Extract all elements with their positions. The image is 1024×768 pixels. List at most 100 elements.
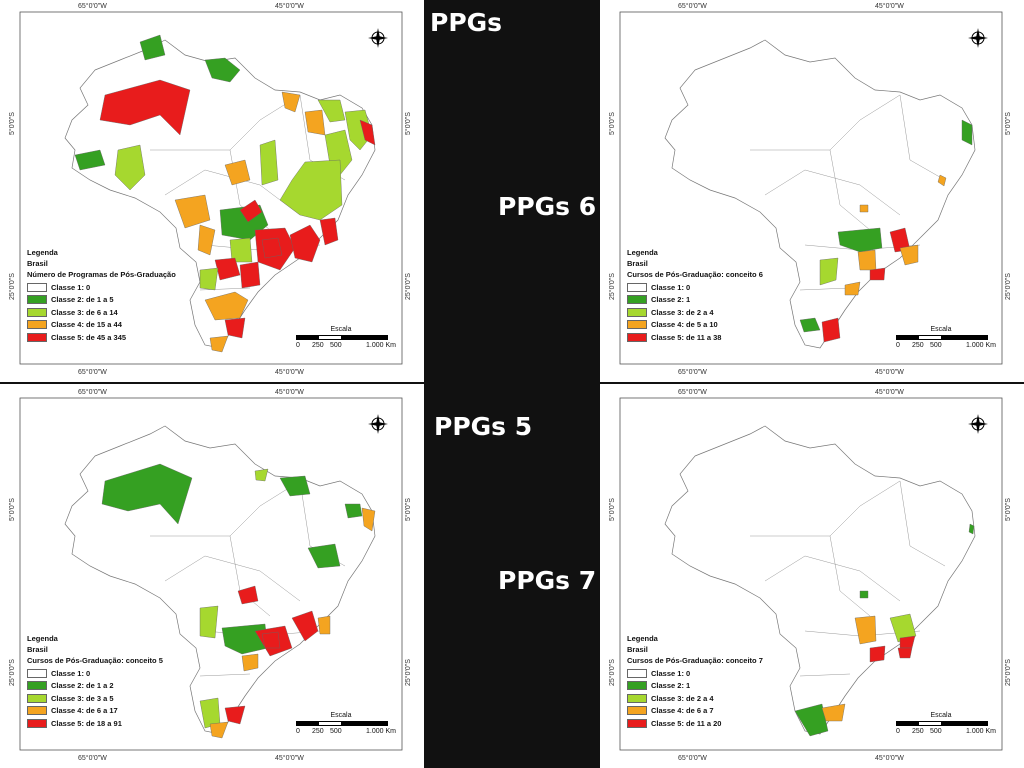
legend-swatch — [27, 307, 47, 317]
legend-class-row: Classe 3: de 3 a 5 — [27, 692, 163, 705]
lat-tick-left-25s: 25°0'0"S — [9, 273, 16, 300]
mesoregion-border — [750, 480, 901, 537]
map-legend: Legenda Brasil Cursos de Pós-Graduação: co… — [627, 634, 763, 730]
legend-class-row: Classe 3: de 2 a 4 — [627, 692, 763, 705]
mesoregion-class-2 — [279, 475, 311, 497]
lon-tick-top-45w: 45°0'0"W — [275, 389, 304, 396]
legend-swatch — [627, 295, 647, 305]
legend-class-row: Classe 1: 0 — [27, 281, 176, 294]
legend-swatch — [27, 693, 47, 703]
mesoregion-border — [164, 555, 301, 602]
legend-class-row: Classe 5: de 11 a 38 — [627, 331, 763, 344]
legend-class-row: Classe 5: de 11 a 20 — [627, 717, 763, 730]
mesoregion-class-5 — [897, 647, 913, 659]
scale-tick: 0 — [896, 342, 900, 349]
legend-subtitle: Brasil — [627, 259, 648, 268]
mesoregion-class-2 — [307, 543, 341, 569]
legend-variable: Cursos de Pós-Graduação: conceito 5 — [27, 656, 163, 665]
map-legend: Legenda Brasil Número de Programas de Pós-… — [27, 248, 176, 344]
legend-class-label: Classe 5: de 11 a 38 — [651, 332, 722, 342]
map-frame — [619, 11, 1003, 365]
legend-subtitle: Brasil — [27, 645, 48, 654]
mesoregion-class-2 — [968, 523, 975, 535]
map-legend: Legenda Brasil Cursos de Pós-Graduação: co… — [627, 248, 763, 344]
legend-class-row: Classe 4: de 15 a 44 — [27, 319, 176, 332]
legend-title: Legenda — [627, 248, 658, 257]
heading-ppgs: PPGs — [430, 8, 503, 37]
mesoregion-class-4 — [204, 291, 249, 321]
legend-class-label: Classe 4: de 15 a 44 — [51, 320, 122, 330]
mesoregion-class-2 — [961, 119, 973, 146]
legend-variable: Cursos de Pós-Graduação: conceito 6 — [627, 270, 763, 279]
mesoregion-class-5 — [291, 610, 319, 642]
mesoregion-border — [150, 480, 301, 537]
legend-class-row: Classe 1: 0 — [627, 667, 763, 680]
map-panel-ppgs7: 65°0'0"W 45°0'0"W 65°0'0"W 45°0'0"W 5°0'0"S 2… — [600, 386, 1024, 768]
scale-bar-graphic — [296, 721, 388, 726]
legend-swatch — [627, 718, 647, 728]
map-frame — [19, 397, 403, 751]
legend-class-label: Classe 1: 0 — [51, 668, 91, 678]
legend-swatch — [27, 718, 47, 728]
legend-title: Legenda — [27, 634, 58, 643]
legend-swatch — [627, 681, 647, 691]
legend-swatch — [627, 282, 647, 292]
lon-tick-bottom-65w: 65°0'0"W — [678, 755, 707, 762]
lon-tick-bottom-65w: 65°0'0"W — [78, 369, 107, 376]
lat-tick-right-5s: 5°0'0"S — [405, 498, 412, 521]
mesoregion-class-5 — [261, 631, 281, 649]
mesoregion-class-4 — [821, 703, 846, 722]
mesoregion-class-3 — [254, 468, 269, 482]
mesoregion-class-4 — [844, 281, 861, 296]
mesoregion-class-5 — [239, 199, 263, 223]
scale-tick: 0 — [896, 728, 900, 735]
legend-swatch — [27, 681, 47, 691]
mesoregion-class-2 — [794, 703, 829, 737]
mesoregion-class-5 — [261, 237, 283, 259]
scale-tick: 0 — [296, 728, 300, 735]
mesoregion-class-2 — [139, 34, 166, 61]
lat-tick-right-5s: 5°0'0"S — [1005, 112, 1012, 135]
mesoregion-class-3 — [279, 159, 343, 221]
mesoregion-class-3 — [317, 99, 346, 123]
lat-tick-right-5s: 5°0'0"S — [405, 112, 412, 135]
map-panel-ppgs6: 65°0'0"W 45°0'0"W 65°0'0"W 45°0'0"W 5°0'0"S 2… — [600, 0, 1024, 382]
legend-class-label: Classe 1: 0 — [651, 282, 691, 292]
lon-tick-bottom-45w: 45°0'0"W — [875, 369, 904, 376]
lon-tick-top-65w: 65°0'0"W — [78, 3, 107, 10]
mesoregion-class-3 — [229, 237, 253, 263]
lat-tick-right-25s: 25°0'0"S — [405, 273, 412, 300]
legend-swatch — [27, 295, 47, 305]
mesoregion-class-3 — [819, 257, 839, 286]
mesoregion-class-2 — [101, 463, 193, 525]
lon-tick-top-45w: 45°0'0"W — [275, 3, 304, 10]
scale-tick: 250 — [912, 728, 924, 735]
scale-bar-graphic — [896, 335, 988, 340]
legend-title: Legenda — [27, 248, 58, 257]
compass-rose-icon — [366, 26, 390, 50]
scale-tick: 500 — [930, 342, 942, 349]
legend-class-row: Classe 2: de 1 a 2 — [27, 680, 163, 693]
compass-rose-icon — [966, 412, 990, 436]
scale-tick: 250 — [312, 342, 324, 349]
mesoregion-border — [799, 673, 851, 677]
legend-subtitle: Brasil — [627, 645, 648, 654]
legend-class-label: Classe 4: de 6 a 7 — [651, 706, 714, 716]
lon-tick-top-65w: 65°0'0"W — [78, 389, 107, 396]
compass-rose-icon — [966, 26, 990, 50]
legend-class-row: Classe 4: de 6 a 17 — [27, 705, 163, 718]
legend-class-row: Classe 1: 0 — [627, 281, 763, 294]
mesoregion-border — [829, 149, 871, 231]
legend-class-row: Classe 2: 1 — [627, 294, 763, 307]
compass-rose-icon — [366, 412, 390, 436]
lon-tick-top-65w: 65°0'0"W — [678, 389, 707, 396]
scale-tick: 1.000 Km — [966, 728, 996, 735]
heading-ppgs7: PPGs 7 — [498, 566, 597, 595]
mesoregion-class-3 — [199, 605, 219, 639]
scale-tick: 500 — [330, 728, 342, 735]
scale-bar: Escala 0 250 500 1.000 Km — [296, 712, 406, 738]
legend-class-label: Classe 2: 1 — [651, 681, 691, 691]
legend-swatch — [627, 307, 647, 317]
mesoregion-class-5 — [99, 79, 191, 136]
legend-class-row: Classe 3: de 6 a 14 — [27, 306, 176, 319]
